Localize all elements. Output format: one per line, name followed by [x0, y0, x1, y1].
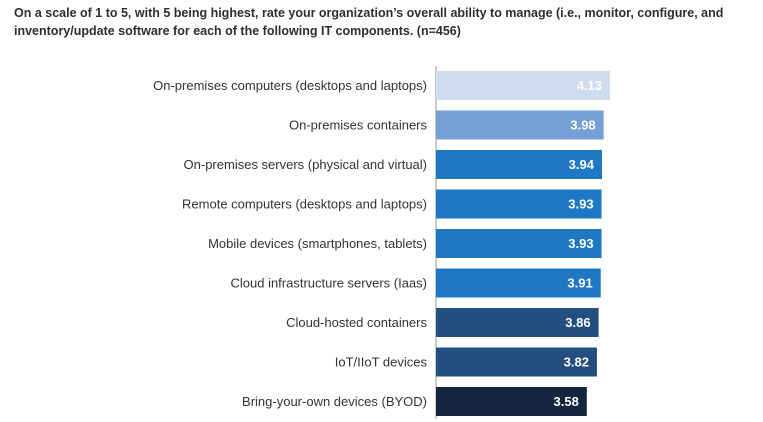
value-label: 3.93 — [568, 236, 593, 251]
category-label: Mobile devices (smartphones, tablets) — [208, 236, 427, 251]
bar — [436, 71, 610, 100]
chart-title: On a scale of 1 to 5, with 5 being highe… — [14, 6, 724, 38]
category-label: On-premises computers (desktops and lapt… — [153, 78, 427, 93]
bar — [436, 387, 587, 416]
category-label: On-premises servers (physical and virtua… — [184, 157, 427, 172]
category-label: Remote computers (desktops and laptops) — [182, 197, 427, 212]
bar — [436, 229, 602, 258]
bar-group: Bring-your-own devices (BYOD) 3.58 — [242, 387, 587, 416]
category-label: Bring-your-own devices (BYOD) — [242, 394, 427, 409]
value-label: 3.86 — [565, 315, 590, 330]
bars-layer: On-premises computers (desktops and lapt… — [153, 71, 610, 416]
value-label: 3.93 — [568, 197, 593, 212]
bar-group: On-premises servers (physical and virtua… — [184, 150, 602, 179]
category-label: Cloud infrastructure servers (Iaas) — [230, 276, 427, 291]
bar — [436, 189, 602, 219]
bar — [436, 110, 604, 140]
bar-group: Mobile devices (smartphones, tablets) 3.9… — [208, 229, 602, 258]
value-label: 3.91 — [567, 276, 592, 291]
category-label: Cloud-hosted containers — [286, 315, 427, 330]
value-label: 3.82 — [564, 355, 589, 370]
value-label: 3.94 — [569, 157, 595, 172]
bar-group: Remote computers (desktops and laptops) 3… — [182, 189, 602, 219]
bar-group: On-premises containers 3.98 — [289, 110, 604, 140]
value-label: 3.98 — [570, 118, 595, 133]
category-label: On-premises containers — [289, 118, 427, 133]
bar — [436, 308, 599, 337]
bar-group: IoT/IIoT devices 3.82 — [335, 347, 597, 377]
value-label: 3.58 — [554, 394, 579, 409]
bar-group: Cloud-hosted containers 3.86 — [286, 308, 599, 337]
category-label: IoT/IIoT devices — [335, 355, 428, 370]
bar — [436, 150, 602, 179]
bar-group: Cloud infrastructure servers (Iaas) 3.91 — [230, 268, 601, 298]
bar — [436, 268, 601, 298]
bar — [436, 347, 597, 377]
bar-group: On-premises computers (desktops and lapt… — [153, 71, 610, 100]
value-label: 4.13 — [577, 78, 602, 93]
